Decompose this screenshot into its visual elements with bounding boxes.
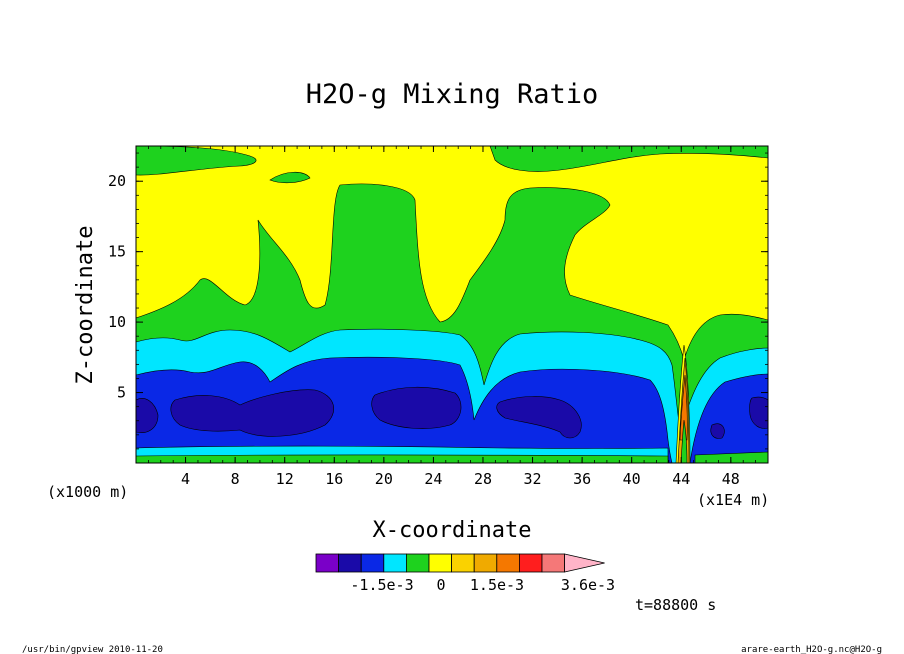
colorbar-swatch (519, 553, 543, 573)
time-label: t=88800 s (635, 596, 716, 614)
y-axis-ticks: 5 10 15 20 (108, 152, 768, 450)
x-tick-label: 48 (722, 470, 740, 488)
x-tick-label: 28 (474, 470, 492, 488)
x-axis-ticks: 4 8 12 16 20 24 28 32 36 40 44 48 (147, 146, 757, 488)
x-tick-label: 16 (325, 470, 343, 488)
x-tick-label: 4 (181, 470, 190, 488)
colorbar-swatch (338, 553, 362, 573)
x-tick-label: 32 (524, 470, 542, 488)
contour-band-tower-orange (679, 374, 688, 441)
footer-left: /usr/bin/gpview 2010-11-20 (22, 645, 163, 654)
x-tick-label: 20 (375, 470, 393, 488)
colorbar-swatch (360, 553, 385, 573)
y-axis-label: Z-coordinate (73, 226, 98, 385)
contour-band-dark-blue-6 (710, 423, 725, 439)
x-tick-label: 12 (276, 470, 294, 488)
colorbar-labels: -1.5e-3 0 1.5e-3 3.6e-3 (350, 576, 615, 594)
x-tick-label: 24 (424, 470, 442, 488)
plot-frame (135, 145, 769, 464)
contour-band-green-top-right (489, 146, 768, 172)
colorbar-swatch (405, 553, 430, 573)
contour-plot-area (136, 146, 768, 463)
x-unit-label: (x1000 m) (47, 483, 128, 501)
contour-band-bottom-green (136, 451, 768, 463)
y-tick-label: 10 (108, 313, 126, 331)
colorbar-label: -1.5e-3 (350, 576, 413, 594)
x-unit-label-2: (x1E4 m) (697, 491, 769, 509)
x-tick-label: 40 (623, 470, 641, 488)
colorbar-swatch (541, 553, 566, 573)
x-axis-label: X-coordinate (373, 518, 532, 543)
contour-band-dark-blue-2 (170, 389, 334, 437)
colorbar-swatch (496, 553, 520, 573)
footer-right: arare-earth_H2O-g.nc@H2O-g (741, 645, 882, 654)
contour-band-dark-blue-1 (136, 398, 159, 433)
colorbar-swatch (428, 553, 453, 573)
y-tick-label: 15 (108, 243, 126, 261)
x-tick-label: 8 (231, 470, 240, 488)
y-tick-label: 5 (117, 384, 126, 402)
colorbar-swatch (315, 553, 340, 573)
colorbar (315, 553, 605, 573)
y-tick-label: 20 (108, 172, 126, 190)
colorbar-swatch (473, 553, 498, 573)
contour-band-green-small-1 (269, 171, 311, 184)
colorbar-swatch (383, 553, 407, 573)
contour-band-dark-blue-3 (371, 386, 462, 429)
colorbar-swatch (451, 553, 475, 573)
contour-band-dark-blue-4 (496, 396, 582, 439)
colorbar-arrow (564, 553, 605, 573)
x-tick-label: 44 (672, 470, 690, 488)
contour-band-tower-core (680, 419, 688, 463)
x-tick-label: 36 (573, 470, 591, 488)
colorbar-label: 3.6e-3 (561, 576, 615, 594)
colorbar-label: 0 (436, 576, 445, 594)
colorbar-label: 1.5e-3 (470, 576, 524, 594)
contour-band-dark-blue-5 (749, 396, 768, 429)
chart-title: H2O-g Mixing Ratio (306, 79, 599, 110)
contour-band-green-top-left (136, 146, 257, 176)
